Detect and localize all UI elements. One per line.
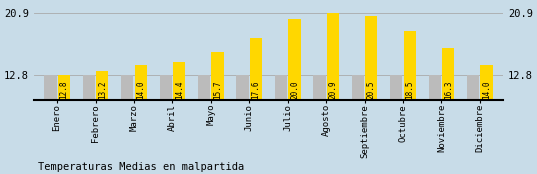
Bar xyxy=(481,65,493,100)
Text: 17.6: 17.6 xyxy=(251,80,260,99)
Bar xyxy=(390,74,402,100)
Bar xyxy=(404,31,416,100)
Text: 14.4: 14.4 xyxy=(175,80,184,99)
Bar xyxy=(159,74,172,100)
Text: 20.0: 20.0 xyxy=(290,80,299,99)
Bar xyxy=(198,74,211,100)
Bar xyxy=(173,62,185,100)
Text: 18.5: 18.5 xyxy=(405,80,414,99)
Text: 15.7: 15.7 xyxy=(213,80,222,99)
Text: 16.3: 16.3 xyxy=(444,80,453,99)
Bar xyxy=(467,74,480,100)
Bar xyxy=(135,65,147,100)
Text: 12.8: 12.8 xyxy=(59,80,68,99)
Bar xyxy=(429,74,441,100)
Bar xyxy=(44,74,56,100)
Bar xyxy=(250,38,262,100)
Bar xyxy=(96,72,108,100)
Text: 14.0: 14.0 xyxy=(482,80,491,99)
Text: 14.0: 14.0 xyxy=(136,80,145,99)
Bar xyxy=(442,48,454,100)
Text: 20.5: 20.5 xyxy=(367,80,376,99)
Bar xyxy=(352,74,364,100)
Text: 13.2: 13.2 xyxy=(98,80,107,99)
Bar xyxy=(57,74,70,100)
Bar xyxy=(121,74,133,100)
Bar xyxy=(275,74,287,100)
Bar xyxy=(212,52,224,100)
Bar xyxy=(236,74,249,100)
Text: Temperaturas Medias en malpartida: Temperaturas Medias en malpartida xyxy=(38,162,244,172)
Bar xyxy=(288,19,301,100)
Bar xyxy=(326,13,339,100)
Bar xyxy=(83,74,95,100)
Bar xyxy=(365,16,378,100)
Text: 20.9: 20.9 xyxy=(329,80,337,99)
Bar xyxy=(313,74,325,100)
